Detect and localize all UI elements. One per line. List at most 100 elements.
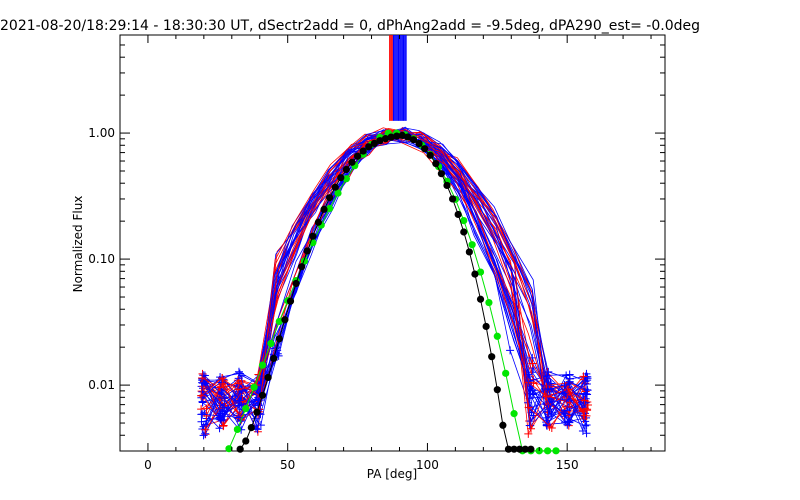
fit-point: [253, 408, 261, 416]
trace-point-marker: [583, 386, 592, 395]
trace-point-marker: [234, 379, 243, 388]
fit-point: [250, 383, 258, 391]
fit-point: [465, 248, 473, 256]
trace-point-marker: [197, 391, 206, 400]
fit-point: [281, 316, 289, 324]
trace-point-marker: [202, 404, 211, 413]
fit-point: [493, 386, 501, 394]
fit-point: [242, 437, 250, 445]
fit-point: [544, 447, 552, 455]
chart-title: 2021-08-20/18:29:14 - 18:30:30 UT, dSect…: [0, 18, 701, 34]
fit-point: [298, 263, 306, 271]
fit-point: [421, 145, 429, 153]
fit-point: [437, 170, 446, 178]
fit-point: [326, 204, 334, 213]
fit-point: [393, 132, 401, 140]
fit-point: [376, 137, 384, 145]
fit-point: [502, 369, 510, 377]
trace-point-marker: [565, 388, 574, 397]
trace-point-marker: [198, 374, 207, 383]
fit-point: [236, 445, 244, 453]
fit-point: [275, 335, 283, 343]
trace-point-marker: [506, 346, 515, 355]
trace-point-marker: [583, 376, 592, 385]
trace-point-marker: [579, 414, 588, 423]
trace-point-marker: [542, 392, 551, 401]
trace-point-marker: [542, 421, 551, 430]
fit-point: [342, 165, 350, 174]
y-tick-label: 0.10: [88, 252, 115, 266]
fit-point: [454, 210, 462, 219]
fit-point: [320, 205, 328, 213]
fit-point: [460, 228, 468, 236]
fit-point: [381, 135, 390, 143]
fit-point: [404, 133, 412, 141]
trace-point-marker: [218, 374, 227, 383]
fit-point: [314, 218, 323, 226]
flux-trace-line: [201, 137, 584, 423]
fit-point: [468, 241, 476, 249]
fit-point: [510, 445, 518, 453]
fit-point: [292, 279, 300, 288]
trace-point-marker: [526, 385, 535, 394]
fit-point: [499, 421, 507, 429]
fit-point: [258, 391, 267, 399]
trace-point-marker: [545, 405, 554, 414]
trace-point-marker: [579, 407, 588, 416]
fit-point: [476, 268, 485, 276]
fit-point: [415, 139, 423, 148]
trace-point-marker: [237, 386, 246, 395]
fit-point: [334, 189, 342, 197]
trace-point-marker: [199, 431, 208, 440]
trace-point-marker: [580, 411, 589, 420]
trace-point-marker: [219, 421, 228, 430]
fit-point: [326, 194, 334, 202]
trace-point-marker: [202, 411, 211, 420]
trace-point-marker: [234, 413, 243, 422]
fit-point: [552, 447, 560, 455]
fit-point: [264, 373, 272, 382]
trace-point-marker: [547, 424, 556, 433]
fit-point: [504, 445, 513, 453]
fit-point: [485, 298, 493, 307]
fit-point: [331, 183, 339, 191]
trace-point-marker: [235, 396, 244, 405]
trace-point-marker: [581, 389, 590, 398]
fit-point: [370, 139, 378, 147]
trace-point-marker: [580, 396, 589, 405]
trace-point-marker: [201, 425, 210, 434]
trace-point-marker: [198, 398, 207, 407]
x-tick-label: 50: [280, 458, 295, 472]
fit-point: [258, 361, 267, 369]
trace-point-marker: [527, 424, 536, 433]
fit-point: [348, 158, 356, 166]
trace-point-marker: [543, 385, 552, 394]
fit-point: [233, 425, 241, 434]
trace-point-marker: [233, 385, 242, 394]
fit-point: [426, 151, 434, 159]
x-tick-label: 150: [556, 458, 579, 472]
fit-point: [267, 339, 275, 348]
trace-point-marker: [563, 406, 572, 415]
fit-curve-line: [228, 132, 556, 452]
fit-point: [353, 152, 362, 160]
axis-ticks: 0 50 100 150 0.01 0.10 1.00: [88, 34, 665, 472]
trace-point-marker: [565, 417, 574, 426]
trace-point-marker: [215, 383, 224, 392]
fit-point: [493, 332, 501, 340]
trace-point-marker: [235, 369, 244, 378]
x-axis-label: PA [deg]: [367, 467, 417, 481]
fit-point: [443, 181, 451, 190]
y-tick-label: 0.01: [88, 378, 115, 392]
x-tick-label: 100: [416, 458, 439, 472]
fit-point: [365, 143, 373, 151]
trace-point-marker: [524, 429, 533, 438]
trace-point-marker: [197, 417, 206, 426]
trace-point-marker: [234, 401, 243, 410]
y-tick-label: 1.00: [88, 126, 115, 140]
fit-curves: [225, 129, 560, 455]
trace-point-marker: [582, 429, 591, 438]
y-axis-label: Normalized Flux: [71, 196, 85, 293]
trace-point-marker: [198, 410, 207, 419]
fit-point: [286, 297, 295, 305]
